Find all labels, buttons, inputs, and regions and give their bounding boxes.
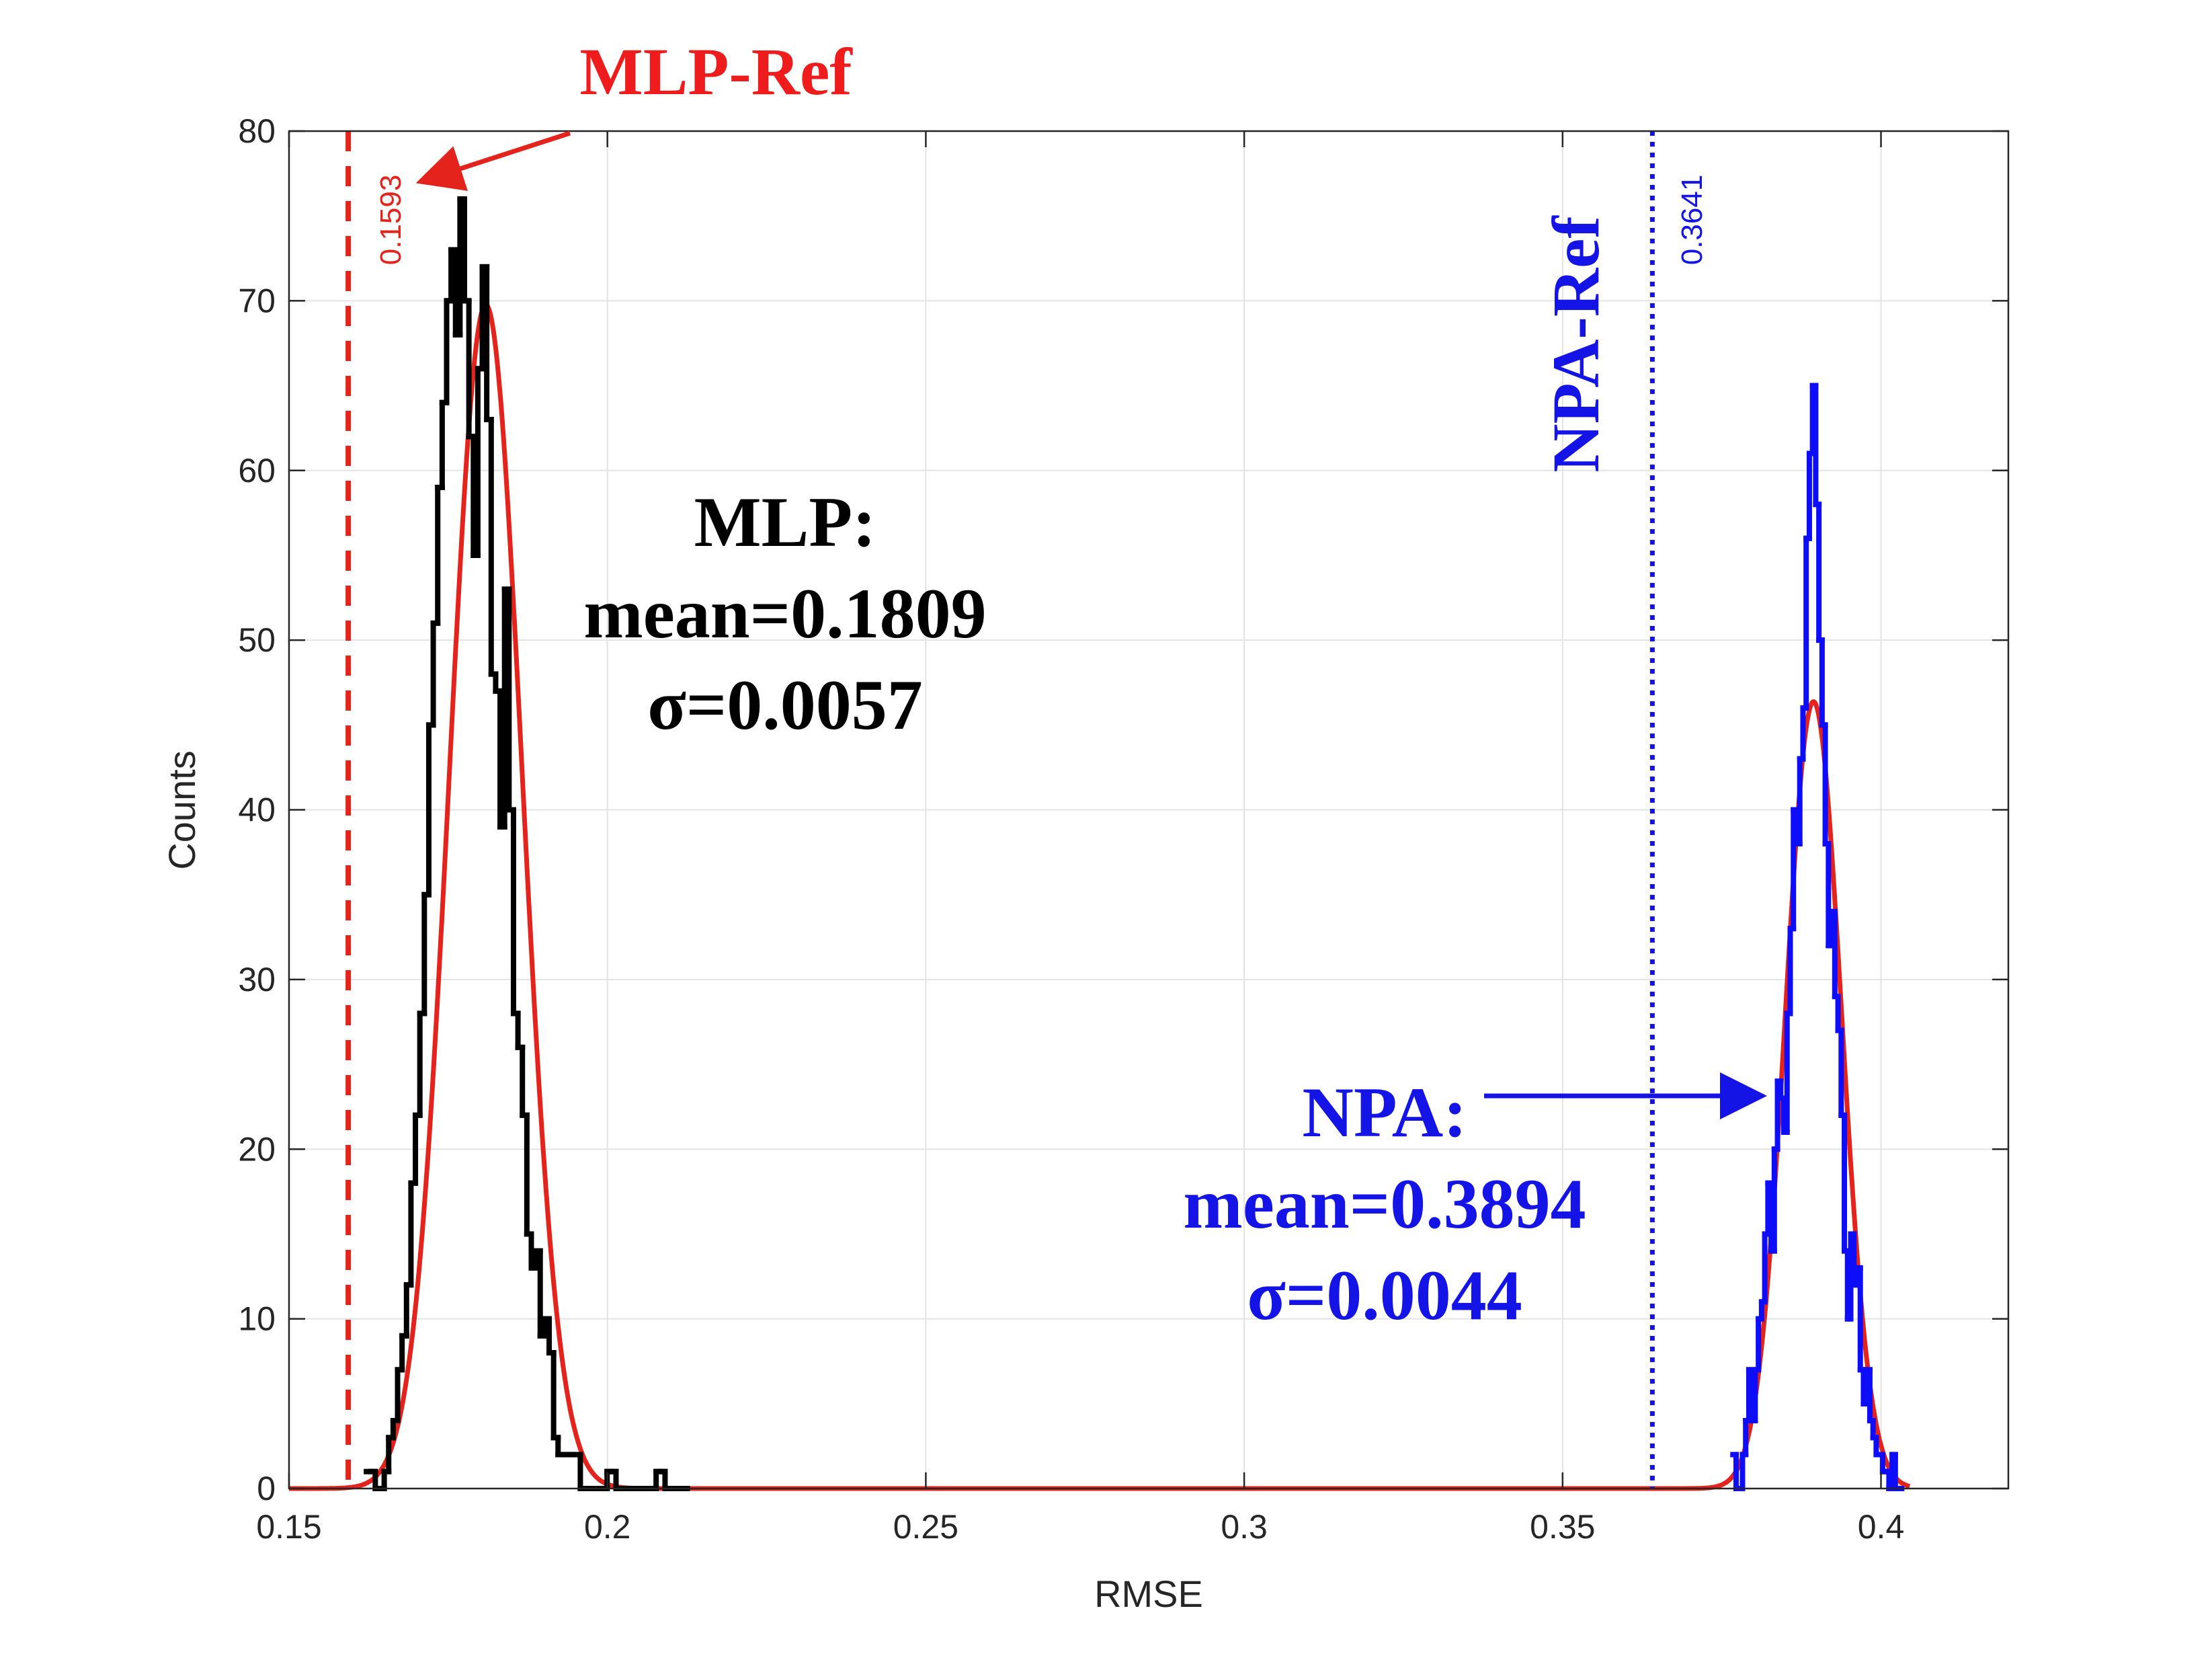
y-tick-label-7: 70 xyxy=(238,282,276,319)
mlp-sigma: σ=0.0057 xyxy=(647,666,923,744)
y-axis-title: Counts xyxy=(161,750,203,869)
x-tick-label-3: 0.3 xyxy=(1221,1508,1268,1546)
x-axis-title: RMSE xyxy=(1094,1573,1203,1615)
npa-sigma: σ=0.0044 xyxy=(1247,1256,1522,1335)
y-tick-label-0: 0 xyxy=(257,1470,276,1507)
y-tick-label-3: 30 xyxy=(238,961,276,998)
x-tick-label-2: 0.25 xyxy=(893,1508,958,1546)
mlp-ref-arrow xyxy=(415,130,571,192)
mlp-ref-title: MLP-Ref xyxy=(579,34,853,109)
x-tick-label-0: 0.15 xyxy=(256,1508,321,1546)
npa-ref-title: NPA-Ref xyxy=(1539,215,1613,473)
y-tick-label-8: 80 xyxy=(238,112,276,150)
y-tick-label-5: 50 xyxy=(238,621,276,659)
y-tick-label-4: 40 xyxy=(238,791,276,829)
npa-title: NPA: xyxy=(1302,1073,1467,1152)
mlp-ref-value-label: 0.1593 xyxy=(374,175,407,266)
mlp-title: MLP: xyxy=(694,483,876,561)
x-tick-label-5: 0.4 xyxy=(1858,1508,1905,1546)
x-tick-label-4: 0.35 xyxy=(1530,1508,1595,1546)
y-tick-label-6: 60 xyxy=(238,452,276,489)
y-tick-label-2: 20 xyxy=(238,1130,276,1168)
npa-ref-value-label: 0.3641 xyxy=(1676,175,1709,266)
ticks: 0.15 0.2 0.25 0.3 0.35 0.4 0 10 20 30 40 50 60 70 80 xyxy=(238,112,2008,1546)
npa-histogram xyxy=(1730,383,1905,1491)
reference-lines xyxy=(345,131,1655,1489)
x-tick-label-1: 0.2 xyxy=(584,1508,631,1546)
mlp-mean: mean=0.1809 xyxy=(583,574,986,653)
npa-mean: mean=0.3894 xyxy=(1183,1164,1586,1243)
y-tick-label-1: 10 xyxy=(238,1300,276,1338)
